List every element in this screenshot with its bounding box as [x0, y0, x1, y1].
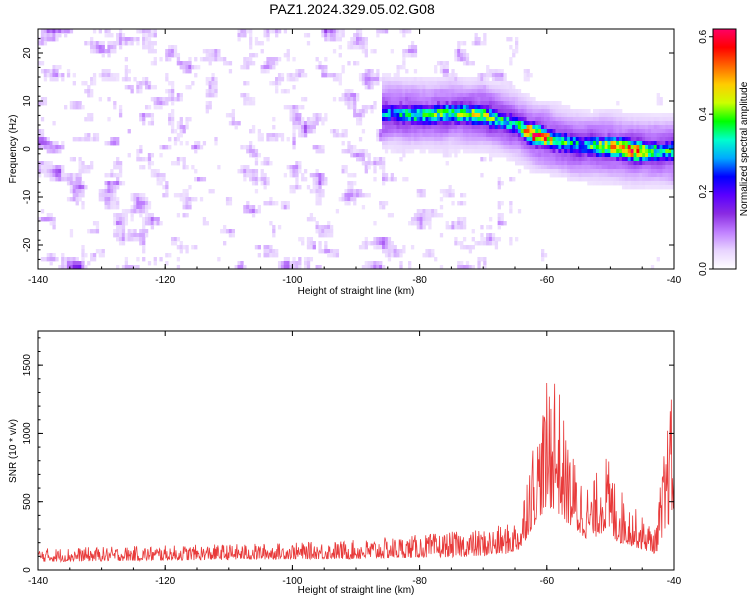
snr-xtick-label: -60 — [540, 576, 555, 587]
snr-frame — [37, 330, 675, 571]
spectrogram-xtick-label: -80 — [412, 275, 427, 286]
colorbar-tick-label: 0.4 — [698, 107, 709, 121]
snr-xtick-label: -140 — [28, 576, 48, 587]
spectrogram-xtick-label: -60 — [540, 275, 555, 286]
spectrogram-ytick-label: -20 — [22, 237, 33, 252]
snr-xtick-label: -80 — [412, 576, 427, 587]
heatmap-cells — [38, 29, 674, 269]
snr-ytick-label: 1500 — [22, 354, 33, 377]
spectrogram-ytick-label: 10 — [22, 95, 33, 107]
colorbar-ticks: 0.0 0.2 0.4 0.6 — [698, 29, 713, 276]
spectrogram-ytick-label: -10 — [22, 189, 33, 204]
colorbar-scale — [712, 28, 737, 270]
spectrogram-xlabel: Height of straight line (km) — [298, 286, 415, 297]
colorbar-label: Normalized spectral amplitude — [739, 81, 750, 216]
spectrogram-xtick-label: -40 — [667, 275, 682, 286]
snr-series-line — [38, 382, 674, 564]
colorbar-tick-label: 0.6 — [698, 29, 709, 43]
colorbar-tick-label: 0.2 — [698, 184, 709, 198]
snr-ytick-label: 1000 — [22, 422, 33, 445]
spectrogram-ylabel: Frequency (Hz) — [8, 115, 19, 184]
snr-xlabel: Height of straight line (km) — [298, 585, 415, 596]
snr-xtick-label: -40 — [667, 576, 682, 587]
spectrogram-xtick-label: -120 — [155, 275, 175, 286]
spectrogram-xtick-label: -100 — [282, 275, 302, 286]
colorbar: 0.0 0.2 0.4 0.6 Normalized spectral amplitu… — [698, 28, 750, 276]
colorbar-tick-label: 0.0 — [698, 262, 709, 276]
snr-ytick-label: 0 — [22, 567, 33, 573]
spectrogram-ytick-label: 0 — [22, 146, 33, 152]
spectrogram-ytick-label: 20 — [22, 47, 33, 59]
snr-axes: -140 -120 -100 -80 -60 -40 0 500 1000 1500 — [22, 331, 682, 587]
snr-panel: -140 -120 -100 -80 -60 -40 0 500 1000 1500 Height… — [8, 330, 682, 596]
snr-ylabel: SNR (10 * v/v) — [8, 419, 19, 483]
figure-title: PAZ1.2024.329.05.02.G08 — [269, 1, 435, 17]
snr-xtick-label: -100 — [282, 576, 302, 587]
spectrogram-xtick-label: -140 — [28, 275, 48, 286]
snr-ytick-label: 500 — [22, 493, 33, 510]
snr-xtick-label: -120 — [155, 576, 175, 587]
